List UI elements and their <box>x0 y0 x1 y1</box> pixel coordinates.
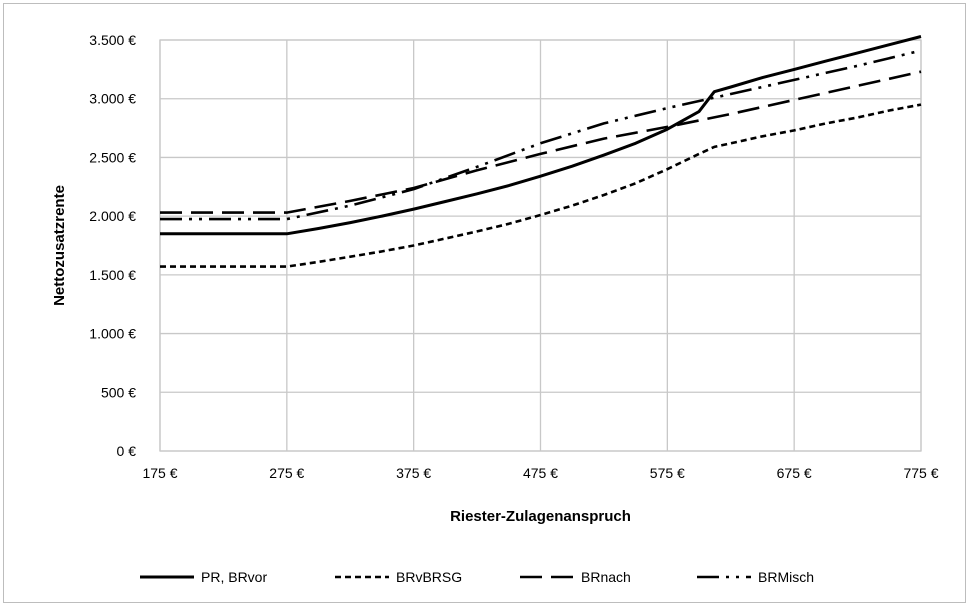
y-axis-title: Nettozusatzrente <box>51 185 68 306</box>
legend-label: BRnach <box>581 569 631 585</box>
plot-area-border <box>159 39 922 452</box>
y-tick-label: 2.000 € <box>89 208 136 224</box>
y-tick-label: 500 € <box>101 384 136 400</box>
x-tick-label: 475 € <box>523 465 558 481</box>
y-axis-tick-labels: 0 € 500 € 1.000 € 1.500 € 2.000 € 2.500 € 3.00… <box>89 32 136 459</box>
y-tick-label: 3.500 € <box>89 32 136 48</box>
x-axis-title: Riester-Zulagenanspruch <box>450 508 631 525</box>
series-line-brvbrsg <box>160 103 922 268</box>
gridlines <box>159 39 922 452</box>
x-tick-label: 275 € <box>269 465 304 481</box>
x-tick-label: 175 € <box>142 465 177 481</box>
legend-label: BRvBRSG <box>396 569 462 585</box>
y-tick-label: 1.000 € <box>89 326 136 342</box>
y-tick-label: 2.500 € <box>89 149 136 165</box>
legend-label: BRMisch <box>758 569 814 585</box>
y-tick-label: 0 € <box>117 443 137 459</box>
series-lines <box>160 35 922 268</box>
x-tick-label: 375 € <box>396 465 431 481</box>
series-line-pr-brvor <box>160 35 922 236</box>
legend-label: PR, BRvor <box>201 569 267 585</box>
x-tick-label: 575 € <box>650 465 685 481</box>
series-line-brnach <box>160 70 922 214</box>
x-tick-label: 775 € <box>903 465 938 481</box>
y-tick-label: 1.500 € <box>89 267 136 283</box>
x-axis-tick-labels: 175 € 275 € 375 € 475 € 575 € 675 € 775 € <box>142 465 938 481</box>
x-tick-label: 675 € <box>777 465 812 481</box>
chart-frame <box>3 3 966 603</box>
y-tick-label: 3.000 € <box>89 91 136 107</box>
legend: PR, BRvor BRvBRSG BRnach BRMisch <box>140 569 814 585</box>
